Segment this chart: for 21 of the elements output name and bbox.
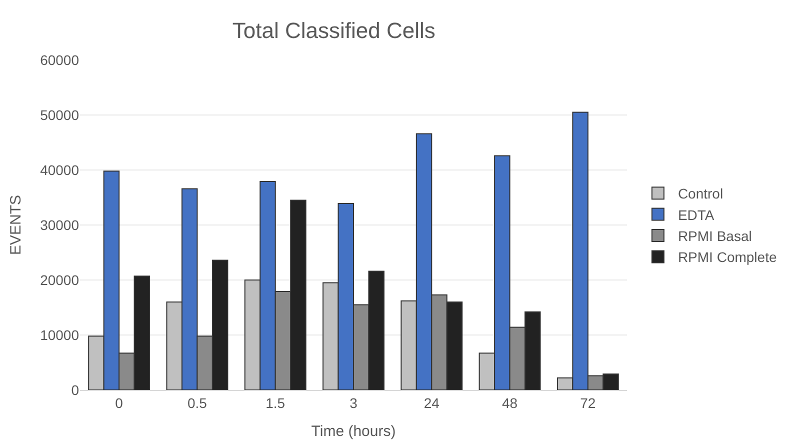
legend-label: Control bbox=[678, 186, 724, 202]
y-tick-label: 50000 bbox=[40, 106, 80, 123]
x-tick-label: 1.5 bbox=[266, 394, 286, 411]
y-tick-label: 20000 bbox=[40, 272, 80, 288]
chart-title: Total Classified Cells bbox=[232, 18, 436, 43]
x-tick-label: 72 bbox=[580, 394, 596, 411]
y-tick-label: 10000 bbox=[40, 326, 80, 343]
x-tick-label: 0 bbox=[115, 394, 124, 411]
y-axis-title: EVENTS bbox=[7, 194, 24, 256]
x-tick-label: 0.5 bbox=[187, 394, 208, 411]
legend-label: EDTA bbox=[678, 206, 715, 223]
x-axis-title: Time (hours) bbox=[311, 422, 396, 440]
legend-label: RPMI Complete bbox=[678, 249, 777, 266]
y-tick-label: 60000 bbox=[40, 52, 80, 68]
y-tick-label: 0 bbox=[71, 382, 80, 398]
x-tick-label: 24 bbox=[424, 394, 440, 411]
x-tick-label: 3 bbox=[350, 394, 358, 411]
y-tick-label: 30000 bbox=[40, 216, 80, 233]
y-tick-label: 40000 bbox=[40, 162, 80, 178]
legend-label: RPMI Basal bbox=[678, 228, 752, 244]
x-tick-label: 48 bbox=[502, 394, 518, 411]
